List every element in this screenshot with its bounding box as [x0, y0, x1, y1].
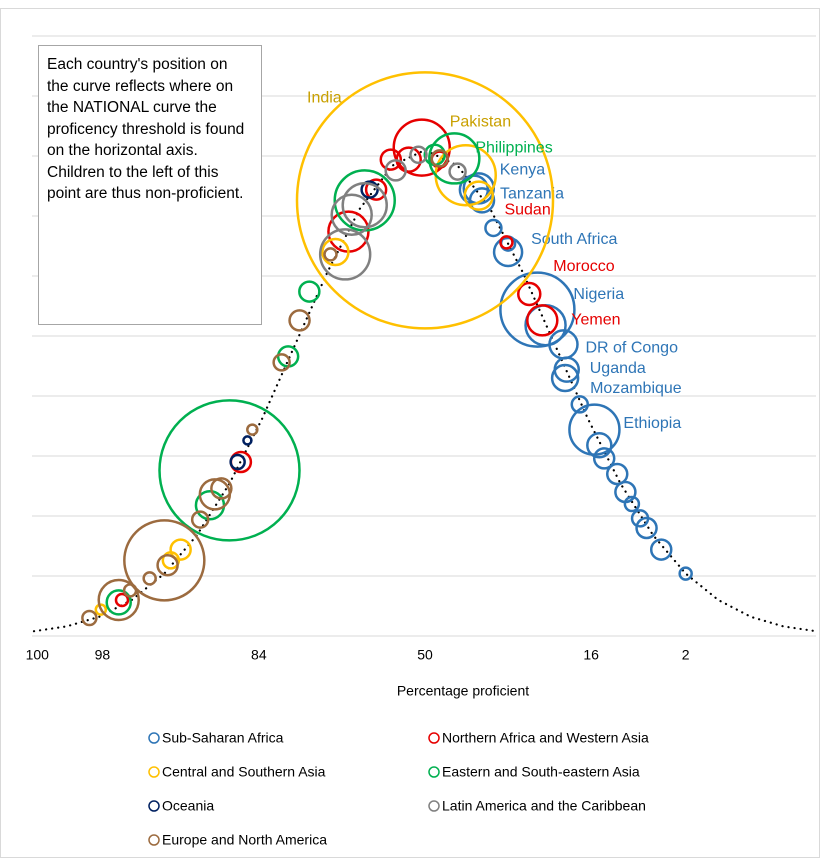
- bubble: [298, 280, 321, 303]
- bubble: [330, 193, 373, 237]
- legend-item: Northern Africa and Western Asia: [428, 730, 649, 746]
- legend-item: Eastern and South-eastern Asia: [428, 764, 640, 780]
- bubble: [448, 162, 467, 181]
- legend-label: Latin America and the Caribbean: [442, 798, 646, 814]
- bubble: [105, 589, 132, 616]
- bubble: [114, 592, 130, 608]
- x-tick-label: 84: [251, 647, 267, 663]
- bubble: [81, 609, 98, 627]
- country-label: Mozambique: [590, 380, 682, 397]
- legend-marker: [148, 834, 160, 846]
- bubble: [484, 218, 503, 238]
- bubble: [499, 271, 576, 348]
- bubble: [592, 447, 616, 470]
- annotation-box: Each country's position on the curve ref…: [38, 45, 262, 325]
- legend-item: Europe and North America: [148, 832, 327, 848]
- legend-label: Europe and North America: [162, 832, 327, 848]
- x-axis-title: Percentage proficient: [397, 683, 529, 699]
- bubble: [384, 159, 407, 182]
- country-label: Pakistan: [450, 113, 511, 130]
- legend-marker: [148, 732, 160, 744]
- bubble: [323, 247, 338, 262]
- bubble: [526, 304, 559, 337]
- bubble: [318, 228, 372, 281]
- legend-label: Northern Africa and Western Asia: [442, 730, 649, 746]
- bubble: [123, 519, 206, 602]
- bubble: [341, 181, 388, 229]
- legend-marker: [428, 732, 440, 744]
- country-label: Ethiopia: [623, 415, 681, 432]
- bubble: [430, 149, 449, 168]
- legend-marker: [148, 800, 160, 812]
- bubble: [379, 148, 403, 171]
- country-label: Nigeria: [573, 286, 624, 303]
- bubble: [364, 178, 388, 201]
- bubble: [246, 423, 259, 436]
- country-label: DR of Congo: [585, 340, 678, 357]
- legend-marker: [428, 800, 440, 812]
- legend-label: Eastern and South-eastern Asia: [442, 764, 640, 780]
- legend-marker: [148, 766, 160, 778]
- bubble: [586, 431, 613, 459]
- bubble: [272, 353, 291, 372]
- bubble: [288, 309, 311, 332]
- x-tick-label: 100: [26, 647, 50, 663]
- bubble: [190, 510, 210, 529]
- legend-item: Latin America and the Caribbean: [428, 798, 646, 814]
- bubble: [97, 578, 140, 622]
- bubble: [321, 237, 350, 267]
- bubble: [409, 145, 428, 165]
- bubble: [360, 180, 379, 199]
- country-label: Yemen: [571, 312, 620, 329]
- bubble: [169, 538, 192, 561]
- country-label: Sudan: [504, 202, 550, 219]
- bubble: [635, 516, 658, 540]
- bubble: [678, 566, 693, 581]
- x-tick-label: 98: [95, 647, 111, 663]
- country-label: India: [307, 90, 342, 107]
- legend-label: Oceania: [162, 798, 214, 814]
- bubble: [550, 363, 580, 393]
- bubble: [605, 462, 629, 486]
- legend-item: Oceania: [148, 798, 214, 814]
- bubble: [122, 583, 138, 598]
- country-label: South Africa: [531, 231, 617, 248]
- bubble: [161, 551, 181, 570]
- bubble: [94, 603, 108, 616]
- bubble: [499, 235, 514, 250]
- bubble: [392, 118, 451, 177]
- legend-marker: [428, 766, 440, 778]
- bubble: [242, 435, 253, 446]
- legend-label: Sub-Saharan Africa: [162, 730, 284, 746]
- bubble: [623, 495, 641, 513]
- chart-border: [0, 8, 820, 858]
- bubble: [649, 538, 673, 561]
- legend-item: Central and Southern Asia: [148, 764, 326, 780]
- bubble: [142, 571, 157, 586]
- country-label: Morocco: [553, 258, 614, 275]
- legend-label: Central and Southern Asia: [162, 764, 326, 780]
- country-label: Tanzania: [500, 186, 564, 203]
- bubble: [295, 71, 555, 330]
- bubble: [492, 236, 524, 268]
- x-tick-label: 2: [682, 647, 690, 663]
- country-label: Kenya: [500, 162, 545, 179]
- country-label: Uganda: [590, 360, 646, 377]
- legend-item: Sub-Saharan Africa: [148, 730, 284, 746]
- x-tick-label: 16: [583, 647, 599, 663]
- bubble: [156, 553, 179, 577]
- bubble: [229, 453, 246, 471]
- country-label: Philippines: [475, 140, 552, 157]
- bubble: [517, 281, 542, 307]
- x-tick-label: 50: [417, 647, 433, 663]
- bubble: [468, 187, 496, 214]
- bubble: [428, 132, 481, 185]
- bubble: [158, 399, 301, 542]
- bubble: [210, 477, 233, 500]
- bubble: [463, 180, 495, 211]
